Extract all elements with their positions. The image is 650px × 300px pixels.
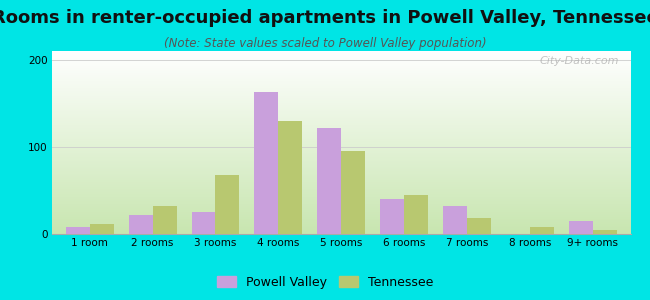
Bar xyxy=(278,121,302,234)
Text: Rooms in renter-occupied apartments in Powell Valley, Tennessee: Rooms in renter-occupied apartments in P… xyxy=(0,9,650,27)
Bar xyxy=(192,212,216,234)
Bar xyxy=(593,230,617,234)
Bar xyxy=(569,221,593,234)
Bar xyxy=(380,199,404,234)
Legend: Powell Valley, Tennessee: Powell Valley, Tennessee xyxy=(212,271,438,294)
Bar xyxy=(90,224,114,234)
Bar xyxy=(153,206,177,234)
Bar xyxy=(66,227,90,234)
Text: City-Data.com: City-Data.com xyxy=(540,56,619,67)
Text: (Note: State values scaled to Powell Valley population): (Note: State values scaled to Powell Val… xyxy=(164,38,486,50)
Bar xyxy=(443,206,467,234)
Bar xyxy=(530,227,554,234)
Bar xyxy=(129,215,153,234)
Bar xyxy=(317,128,341,234)
Bar xyxy=(255,92,278,234)
Bar xyxy=(404,195,428,234)
Bar xyxy=(341,151,365,234)
Bar xyxy=(467,218,491,234)
Bar xyxy=(216,175,239,234)
